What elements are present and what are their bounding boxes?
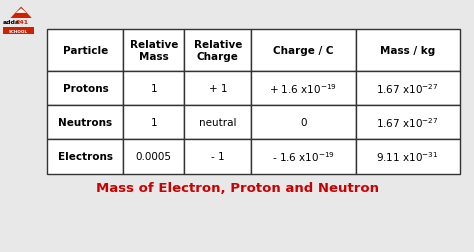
- Bar: [356, 106, 460, 140]
- Bar: [184, 106, 251, 140]
- Bar: [184, 30, 251, 72]
- Text: Charge / C: Charge / C: [273, 46, 334, 56]
- Bar: [251, 106, 356, 140]
- Text: Protons: Protons: [63, 84, 108, 94]
- Text: + 1: + 1: [209, 84, 227, 94]
- Text: - 1: - 1: [211, 152, 225, 162]
- Text: 1.67 x10$^{-27}$: 1.67 x10$^{-27}$: [376, 116, 439, 130]
- Bar: [251, 140, 356, 174]
- Bar: [123, 140, 184, 174]
- Bar: [184, 72, 251, 106]
- Text: Relative
Mass: Relative Mass: [129, 40, 178, 62]
- Bar: [123, 106, 184, 140]
- Text: 9.11 x10$^{-31}$: 9.11 x10$^{-31}$: [376, 150, 439, 164]
- Bar: [47, 72, 123, 106]
- Text: 1: 1: [150, 84, 157, 94]
- Bar: [47, 30, 123, 72]
- Bar: [184, 140, 251, 174]
- Text: Particle: Particle: [63, 46, 108, 56]
- Bar: [123, 30, 184, 72]
- Text: Neutrons: Neutrons: [58, 118, 112, 128]
- Bar: [356, 72, 460, 106]
- Text: 241: 241: [16, 20, 29, 25]
- Text: + 1.6 x10$^{-19}$: + 1.6 x10$^{-19}$: [270, 82, 337, 96]
- Bar: [47, 106, 123, 140]
- Polygon shape: [16, 9, 27, 14]
- Text: Mass of Electron, Proton and Neutron: Mass of Electron, Proton and Neutron: [95, 181, 379, 194]
- Text: adda: adda: [3, 20, 20, 25]
- Text: Relative
Charge: Relative Charge: [193, 40, 242, 62]
- Text: Mass / kg: Mass / kg: [380, 46, 435, 56]
- Bar: [356, 140, 460, 174]
- Polygon shape: [10, 8, 32, 19]
- Text: 1.67 x10$^{-27}$: 1.67 x10$^{-27}$: [376, 82, 439, 96]
- Text: neutral: neutral: [199, 118, 237, 128]
- Text: 1: 1: [150, 118, 157, 128]
- Bar: [251, 30, 356, 72]
- Bar: [251, 72, 356, 106]
- Text: Electrons: Electrons: [58, 152, 113, 162]
- Text: SCHOOL: SCHOOL: [9, 30, 28, 34]
- Bar: [3, 28, 34, 35]
- Text: 0: 0: [300, 118, 307, 128]
- Text: - 1.6 x10$^{-19}$: - 1.6 x10$^{-19}$: [272, 150, 335, 164]
- Bar: [356, 30, 460, 72]
- Bar: [47, 140, 123, 174]
- Bar: [123, 72, 184, 106]
- Text: 0.0005: 0.0005: [136, 152, 172, 162]
